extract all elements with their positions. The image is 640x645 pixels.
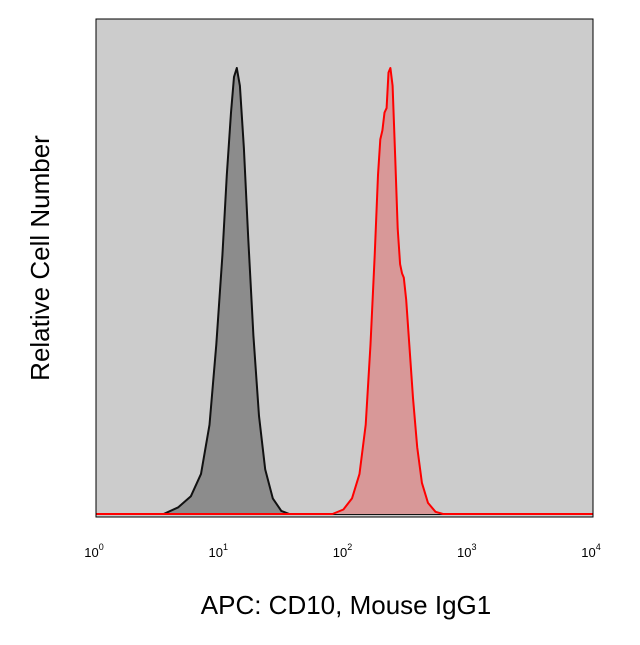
x-tick-base: 10 xyxy=(581,545,595,560)
x-tick-base: 10 xyxy=(457,545,471,560)
x-tick-label-4: 104 xyxy=(581,542,600,560)
series-layer xyxy=(96,67,593,515)
histogram-fill-1 xyxy=(96,68,593,514)
x-axis-ticks: 100 101 102 103 104 xyxy=(84,542,600,560)
x-tick-exponent: 2 xyxy=(347,542,352,552)
x-tick-exponent: 3 xyxy=(472,542,477,552)
y-axis-title: Relative Cell Number xyxy=(25,135,55,381)
x-tick-exponent: 1 xyxy=(223,542,228,552)
plot-frame xyxy=(95,18,594,518)
x-tick-base: 10 xyxy=(209,545,223,560)
x-tick-label-1: 101 xyxy=(209,542,228,560)
x-tick-label-2: 102 xyxy=(333,542,352,560)
x-tick-label-3: 103 xyxy=(457,542,476,560)
x-axis-title: APC: CD10, Mouse IgG1 xyxy=(201,590,491,620)
plot-background xyxy=(96,19,593,517)
x-tick-exponent: 0 xyxy=(99,542,104,552)
x-tick-label-0: 100 xyxy=(84,542,103,560)
histogram-line-2 xyxy=(96,67,593,515)
histogram-line-1 xyxy=(96,67,593,515)
x-tick-base: 10 xyxy=(333,545,347,560)
x-tick-base: 10 xyxy=(84,545,98,560)
x-tick-exponent: 4 xyxy=(596,542,601,552)
